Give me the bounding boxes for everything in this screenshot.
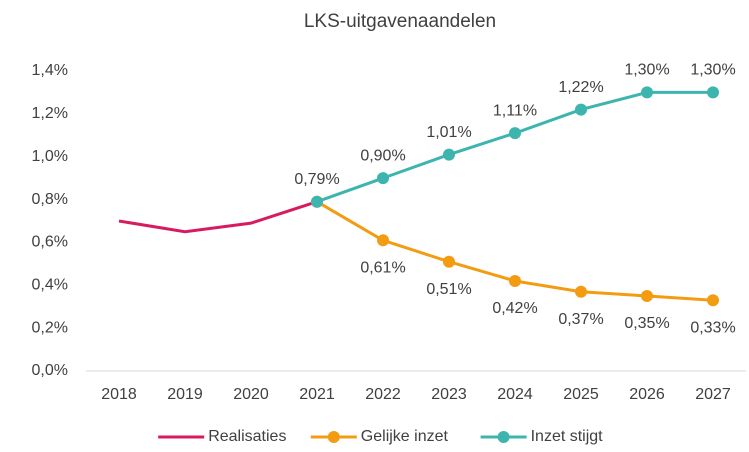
legend-marker bbox=[327, 431, 340, 443]
x-tick-label: 2019 bbox=[167, 386, 203, 403]
data-label: 0,37% bbox=[558, 311, 603, 328]
x-tick-label: 2020 bbox=[233, 386, 269, 403]
point bbox=[575, 285, 587, 298]
data-label: 0,42% bbox=[492, 300, 537, 317]
point bbox=[641, 290, 653, 302]
x-tick-label: 2024 bbox=[497, 386, 533, 403]
chart-title: LKS-uitgavenaandelen bbox=[304, 11, 496, 32]
data-label: 1,30% bbox=[690, 62, 735, 79]
data-label: 0,51% bbox=[426, 281, 471, 298]
y-tick-label: 0,0% bbox=[32, 362, 68, 379]
point bbox=[575, 103, 587, 116]
data-label: 0,33% bbox=[690, 320, 735, 337]
data-label: 1,01% bbox=[426, 124, 471, 141]
point bbox=[377, 234, 389, 247]
point bbox=[707, 86, 719, 99]
data-label: 1,22% bbox=[558, 79, 603, 96]
y-tick-label: 0,2% bbox=[32, 319, 68, 336]
data-label: 1,30% bbox=[624, 62, 669, 79]
y-tick-label: 1,0% bbox=[32, 148, 68, 165]
data-label: 0,79% bbox=[294, 171, 339, 188]
point bbox=[509, 127, 521, 140]
legend-label: Gelijke inzet bbox=[361, 428, 449, 445]
y-tick-label: 0,8% bbox=[32, 191, 68, 208]
x-tick-label: 2027 bbox=[695, 386, 731, 403]
data-label: 1,11% bbox=[493, 102, 537, 119]
point bbox=[377, 172, 389, 185]
legend-label: Realisaties bbox=[208, 428, 286, 445]
x-tick-label: 2022 bbox=[365, 386, 401, 403]
point bbox=[509, 275, 521, 287]
data-label: 0,61% bbox=[360, 260, 405, 277]
legend-label: Inzet stijgt bbox=[531, 428, 604, 445]
data-label: 0,90% bbox=[360, 147, 405, 164]
point bbox=[641, 86, 653, 99]
x-tick-label: 2026 bbox=[629, 386, 665, 403]
y-tick-label: 0,6% bbox=[32, 234, 68, 251]
y-tick-label: 0,4% bbox=[32, 277, 68, 294]
x-tick-label: 2023 bbox=[431, 386, 467, 403]
x-tick-label: 2025 bbox=[563, 386, 599, 403]
series-line bbox=[118, 200, 318, 234]
y-tick-label: 1,2% bbox=[32, 105, 68, 122]
point bbox=[443, 255, 455, 268]
point bbox=[443, 148, 455, 161]
point bbox=[311, 195, 323, 208]
point bbox=[707, 294, 719, 307]
data-label: 0,35% bbox=[624, 315, 669, 332]
legend-marker bbox=[497, 431, 510, 443]
y-tick-label: 1,4% bbox=[32, 62, 68, 79]
x-tick-label: 2021 bbox=[299, 386, 335, 403]
x-tick-label: 2018 bbox=[101, 386, 137, 403]
